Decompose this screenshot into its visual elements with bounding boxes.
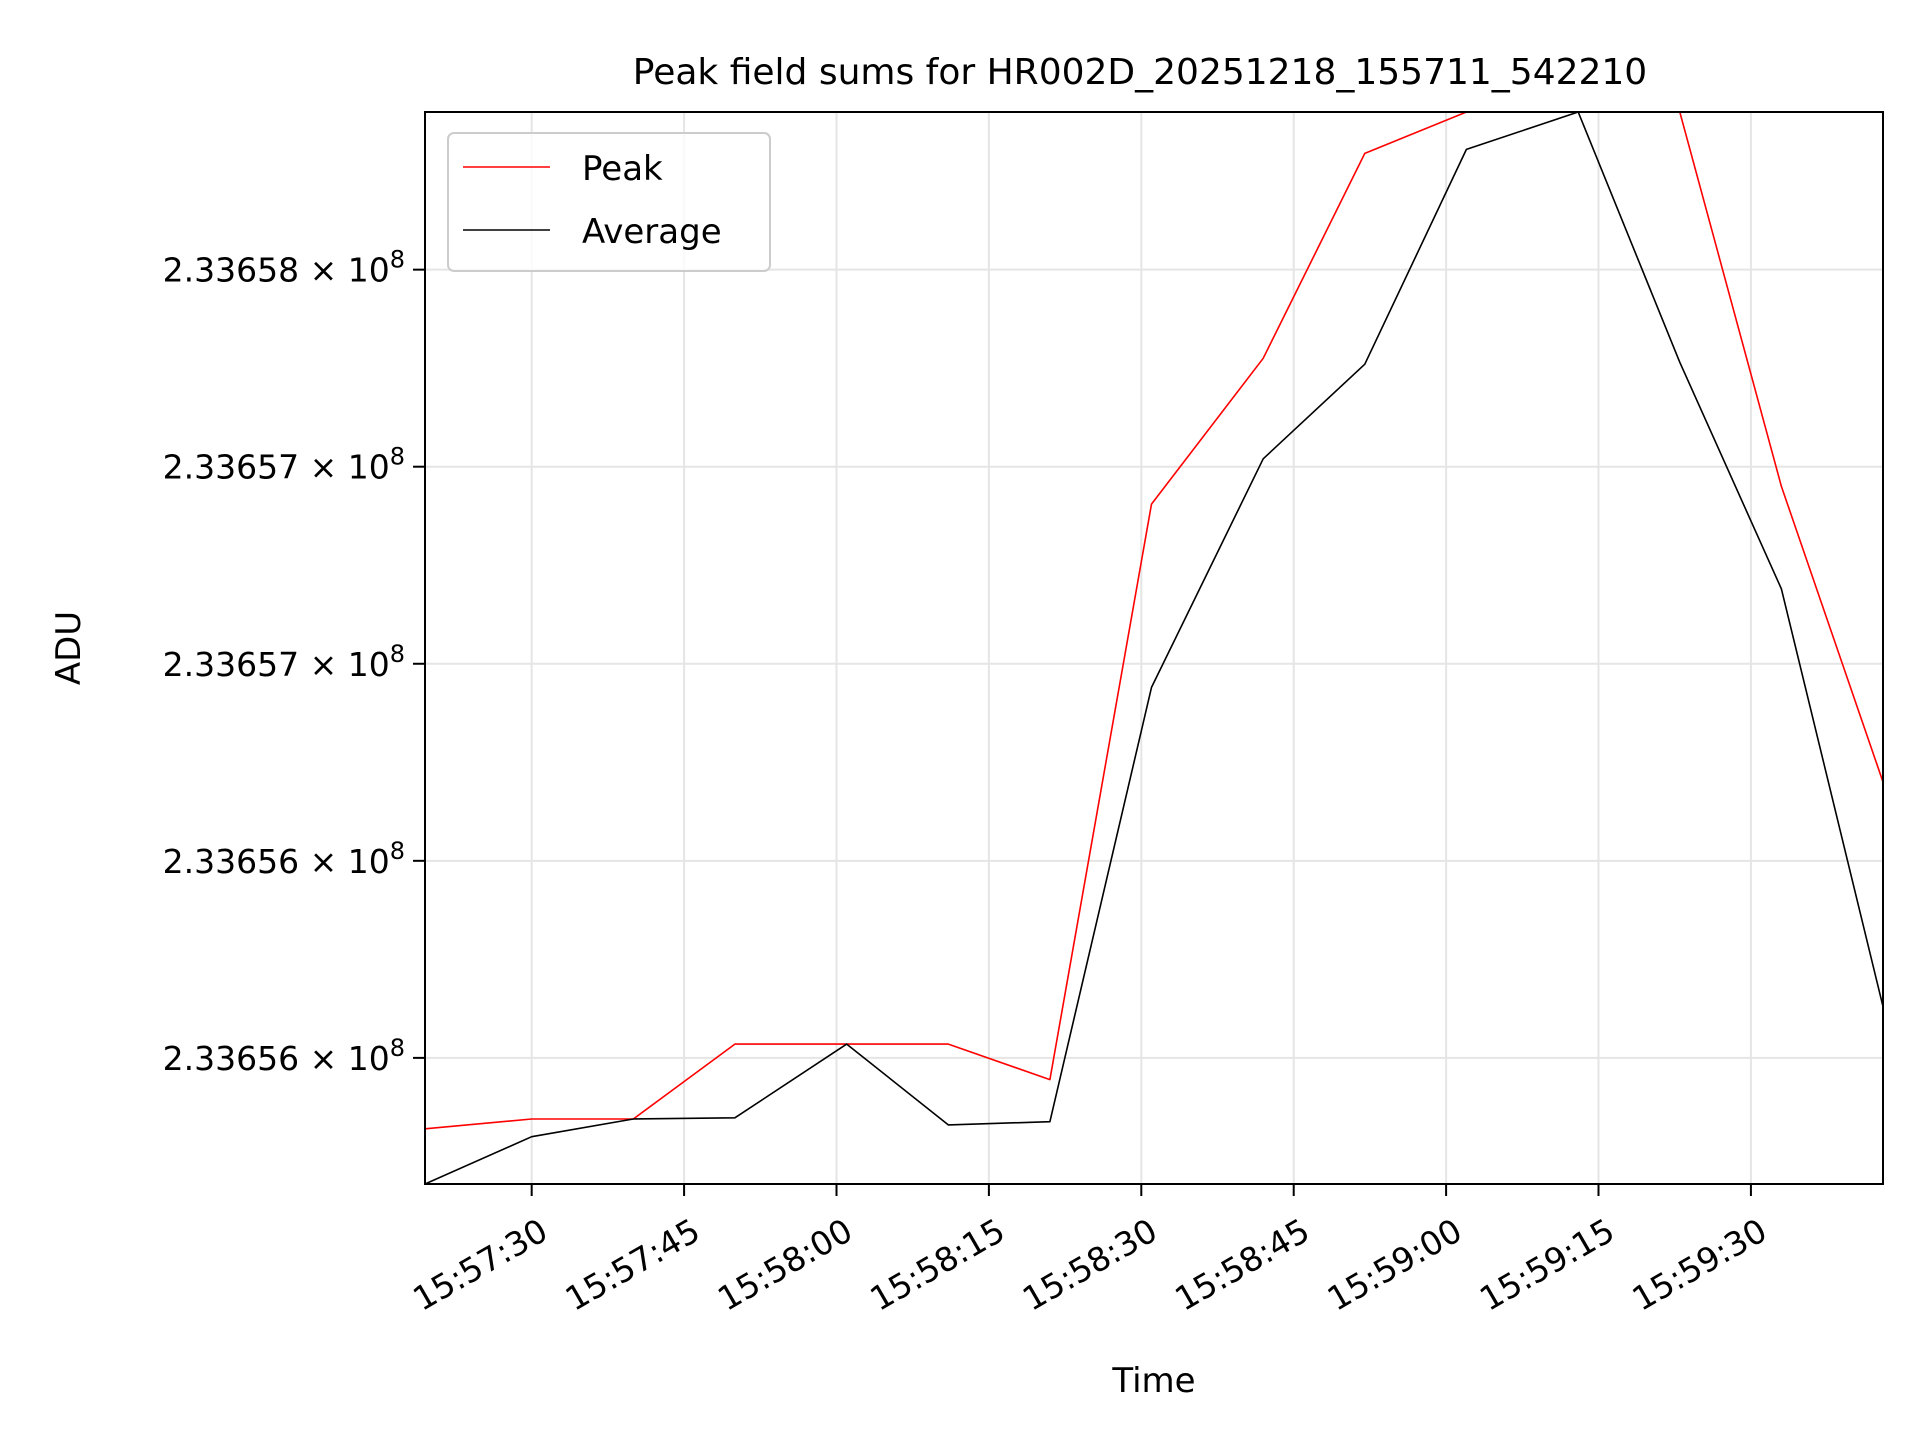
series-line-peak (425, 112, 1883, 1130)
legend-peak-label: Peak (582, 149, 663, 189)
x-tick-label: 15:58:45 (1168, 1211, 1316, 1319)
x-tick-label: 15:57:30 (406, 1211, 554, 1319)
series-lines (425, 112, 1883, 1184)
legend: Peak Average (447, 132, 771, 272)
y-tick-label: 2.33656 × 108 (163, 1034, 405, 1078)
x-tick-label: 15:57:45 (559, 1211, 707, 1319)
x-tick-label: 15:58:15 (863, 1211, 1011, 1319)
y-axis-label: ADU (49, 611, 89, 685)
x-tick-label: 15:59:30 (1625, 1211, 1773, 1319)
x-tick-label: 15:59:15 (1473, 1211, 1621, 1319)
legend-average-label: Average (582, 212, 722, 252)
x-axis-ticks: 15:57:30 15:57:45 15:58:00 15:58:15 15:58:30… (406, 1184, 1773, 1319)
plot-frame (424, 111, 1884, 1185)
grid (425, 112, 1883, 1184)
y-tick-label: 2.33658 × 108 (163, 246, 405, 290)
x-tick-label: 15:58:30 (1016, 1211, 1164, 1319)
y-tick-label: 2.33656 × 108 (163, 837, 405, 881)
y-tick-label: 2.33657 × 108 (163, 443, 405, 487)
series-line-average (425, 112, 1883, 1184)
x-axis-label: Time (1111, 1361, 1195, 1401)
x-tick-label: 15:58:00 (711, 1211, 859, 1319)
y-axis-ticks: 2.33658 × 108 2.33657 × 108 2.33657 × 108 2… (163, 246, 425, 1078)
y-tick-label: 2.33657 × 108 (163, 640, 405, 684)
x-tick-label: 15:59:00 (1321, 1211, 1469, 1319)
chart-title: Peak field sums for HR002D_20251218_1557… (633, 52, 1647, 93)
